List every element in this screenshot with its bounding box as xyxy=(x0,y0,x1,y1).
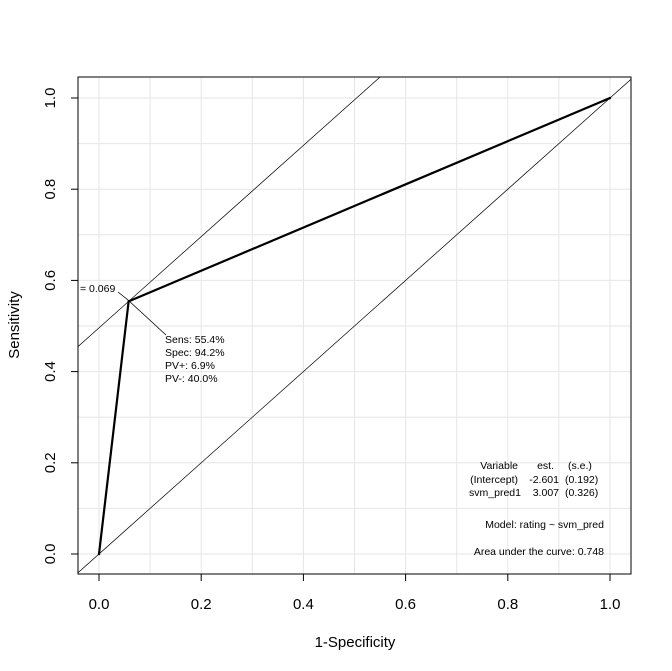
y-tick-label: 0.6 xyxy=(42,270,59,291)
grid xyxy=(78,77,631,574)
reference-line-0 xyxy=(78,78,631,574)
table-row-1-variable: svm_pred1 xyxy=(469,487,521,499)
roc-point-0 xyxy=(97,552,101,556)
table-row-1-se: (0.326) xyxy=(565,487,598,499)
table-header-se: (s.e.) xyxy=(568,460,592,472)
cutoff-leader-line xyxy=(117,291,129,301)
annotation-leader-line xyxy=(127,299,167,336)
plot-frame xyxy=(77,76,632,575)
table-header-est: est. xyxy=(537,460,554,472)
x-tick-label: 1.0 xyxy=(600,596,621,613)
y-tick-label: 1.0 xyxy=(42,88,59,109)
table-row-0-se: (0.192) xyxy=(565,474,598,486)
point-annotation: = 0.069 Sens: 55.4% Spec: 94.2% PV+: 6.9… xyxy=(80,283,225,385)
auc-text: Area under the curve: 0.748 xyxy=(474,546,604,558)
y-tick-label: 0.8 xyxy=(42,179,59,200)
x-axis-title: 1-Specificity xyxy=(315,634,396,651)
x-tick-label: 0.2 xyxy=(191,596,212,613)
stat-spec: Spec: 94.2% xyxy=(165,347,225,359)
stat-pv-pos: PV+: 6.9% xyxy=(165,360,215,372)
reference-lines xyxy=(78,77,631,574)
series-layer xyxy=(97,96,612,556)
model-table: Variable est. (s.e.) (Intercept) -2.601 … xyxy=(469,460,604,558)
stat-sens: Sens: 55.4% xyxy=(165,334,225,346)
table-row-1-est: 3.007 xyxy=(533,487,559,499)
table-row-0-est: -2.601 xyxy=(529,474,559,486)
roc-point-2 xyxy=(608,96,612,100)
x-tick-label: 0.0 xyxy=(89,596,110,613)
x-tick-label: 0.6 xyxy=(395,596,416,613)
x-tick-label: 0.4 xyxy=(293,596,314,613)
model-formula: Model: rating ~ svm_pred xyxy=(485,519,604,531)
cutoff-label: = 0.069 xyxy=(80,283,115,295)
y-axis: 0.0 0.2 0.4 0.6 0.8 1.0 xyxy=(42,88,78,565)
x-tick-label: 0.8 xyxy=(497,596,518,613)
x-axis: 0.0 0.2 0.4 0.6 0.8 1.0 xyxy=(89,574,621,613)
y-tick-label: 0.4 xyxy=(42,361,59,382)
stat-pv-neg: PV-: 40.0% xyxy=(165,373,218,385)
y-axis-title: Sensitivity xyxy=(6,291,23,359)
table-header-variable: Variable xyxy=(480,460,518,472)
table-row-0-variable: (Intercept) xyxy=(470,474,518,486)
reference-line-1 xyxy=(78,77,381,347)
y-tick-label: 0.0 xyxy=(42,544,59,565)
y-tick-label: 0.2 xyxy=(42,452,59,473)
